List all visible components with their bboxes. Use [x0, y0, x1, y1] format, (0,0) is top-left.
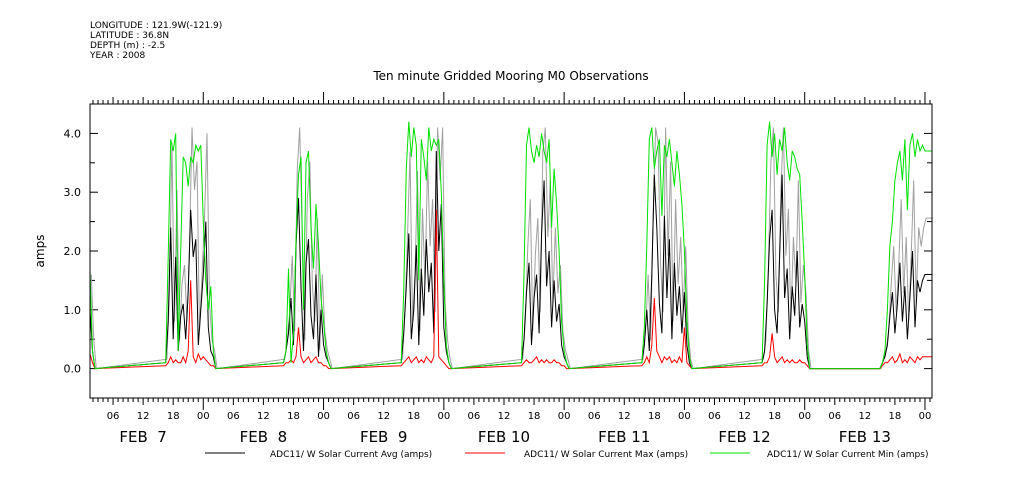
x-tick-label: 12	[377, 411, 390, 422]
x-tick-label: 12	[257, 411, 270, 422]
y-tick-label: 0.0	[64, 363, 82, 376]
y-tick-label: 1.0	[64, 304, 82, 317]
x-tick-label: 06	[708, 411, 721, 422]
y-axis-label: amps	[33, 235, 47, 268]
day-label: FEB 13	[839, 428, 891, 446]
day-label: FEB 10	[478, 428, 530, 446]
x-tick-label: 00	[437, 411, 450, 422]
plot-frame	[89, 103, 933, 399]
x-tick-label: 18	[407, 411, 420, 422]
y-tick-label: 3.0	[64, 186, 82, 199]
x-tick-label: 12	[498, 411, 511, 422]
year-label: YEAR : 2008	[90, 51, 146, 61]
day-label: FEB 9	[360, 428, 407, 446]
series-line-avg	[89, 150, 932, 370]
y-tick-label: 2.0	[64, 245, 82, 258]
series-line-max	[89, 209, 932, 370]
y-tick-label: 4.0	[64, 127, 82, 140]
x-tick-label: 00	[678, 411, 691, 422]
x-tick-label: 06	[468, 411, 481, 422]
x-tick-label: 00	[558, 411, 571, 422]
x-tick-label: 00	[317, 411, 330, 422]
legend-label: ADC11/ W Solar Current Avg (amps)	[270, 450, 432, 460]
x-tick-label: 18	[768, 411, 781, 422]
x-tick-label: 12	[618, 411, 631, 422]
x-tick-label: 18	[287, 411, 300, 422]
latitude-label: LATITUDE : 36.8N	[90, 31, 170, 41]
x-tick-label: 12	[137, 411, 150, 422]
x-tick-label: 18	[889, 411, 902, 422]
x-tick-label: 12	[738, 411, 751, 422]
depth-label: DEPTH (m) : -2.5	[90, 41, 166, 51]
x-tick-label: 18	[648, 411, 661, 422]
day-label: FEB 8	[240, 428, 287, 446]
x-tick-label: 06	[828, 411, 841, 422]
x-tick-label: 06	[107, 411, 120, 422]
longitude-label: LONGITUDE : 121.9W(-121.9)	[90, 21, 223, 31]
day-label: FEB 11	[598, 428, 650, 446]
legend-label: ADC11/ W Solar Current Max (amps)	[524, 450, 688, 460]
x-tick-label: 06	[347, 411, 360, 422]
chart-title: Ten minute Gridded Mooring M0 Observatio…	[372, 69, 648, 83]
x-tick-label: 18	[528, 411, 541, 422]
day-label: FEB 12	[718, 428, 770, 446]
x-tick-label: 00	[798, 411, 811, 422]
day-label: FEB 7	[119, 428, 166, 446]
x-tick-label: 12	[858, 411, 871, 422]
x-tick-label: 06	[227, 411, 240, 422]
series-line-min	[89, 121, 932, 370]
x-tick-label: 18	[167, 411, 180, 422]
legend-label: ADC11/ W Solar Current Min (amps)	[767, 450, 928, 460]
x-tick-label: 00	[919, 411, 932, 422]
mooring-metadata: LONGITUDE : 121.9W(-121.9) LATITUDE : 36…	[90, 21, 222, 61]
x-tick-label: 06	[588, 411, 601, 422]
x-tick-label: 00	[197, 411, 210, 422]
